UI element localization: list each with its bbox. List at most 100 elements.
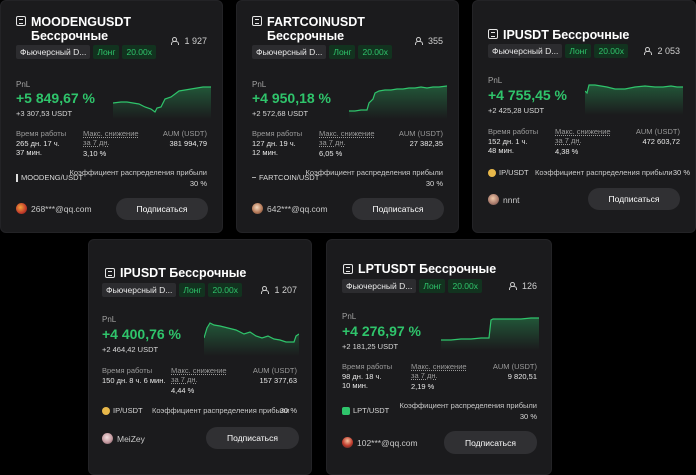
pnl-usdt: +2 181,25 USDT (342, 342, 399, 351)
tags: Фьючерсный D... Лонг 20.00x (102, 283, 242, 297)
leverage-tag: 20.00x (208, 283, 242, 297)
strategy-card-ip-2[interactable]: IPUSDT Бессрочные 1 207 Фьючерсный D... … (88, 239, 312, 475)
drawdown-label[interactable]: Макс. снижение за 7 дн. (171, 366, 227, 384)
pnl-sparkline (204, 322, 299, 356)
drawdown-label[interactable]: Макс. снижение за 7 дн. (555, 127, 611, 145)
direction-tag: Лонг (565, 44, 592, 58)
profit-share-value: 30 % (279, 406, 297, 415)
tags: Фьючерсный D... Лонг 20.00x (488, 44, 628, 58)
strategy-icon (105, 268, 115, 278)
trader-info[interactable]: 268***@qq.com (16, 203, 92, 214)
pnl-usdt: +2 425,28 USDT (488, 106, 545, 115)
trader-info[interactable]: nnnt (488, 194, 520, 205)
coin-pair: FARTCOIN/USDT (252, 173, 319, 182)
direction-tag: Лонг (93, 45, 120, 59)
work-time-value: 127 дн. 19 ч. 12 мин. (252, 139, 296, 157)
coin-pair: LPT/USDT (342, 406, 389, 415)
people-icon (261, 286, 271, 294)
pnl-percent: +4 400,76 % (102, 326, 182, 342)
fartcoin-coin-icon (252, 177, 256, 178)
people-icon (508, 282, 519, 290)
direction-tag: Лонг (419, 279, 446, 293)
work-time-value: 152 дн. 1 ч. 48 мин. (488, 137, 528, 155)
strategy-card-lpt[interactable]: LPTUSDT Бессрочные 126 Фьючерсный D... Л… (326, 239, 552, 475)
profit-share-value: 30 % (672, 168, 690, 177)
trader-info[interactable]: 642***@qq.com (252, 203, 328, 214)
pnl-label: PnL (488, 76, 503, 85)
drawdown-value: 4,44 % (171, 386, 195, 395)
subscribe-button[interactable]: Подписаться (352, 198, 444, 220)
strategy-icon (343, 264, 353, 274)
subscribe-button[interactable]: Подписаться (206, 427, 299, 449)
people-icon (644, 47, 654, 55)
pnl-percent: +4 950,18 % (252, 90, 332, 106)
strategy-icon (16, 16, 26, 26)
work-time-value: 150 дн. 8 ч. 6 мин. (102, 376, 166, 385)
drawdown-label[interactable]: Макс. снижение за 7 дн. (411, 362, 467, 380)
avatar (102, 433, 113, 444)
drawdown-label[interactable]: Макс. снижение за 7 дн. (319, 129, 375, 147)
profit-share-label: Коэффициент распределения прибыли (399, 401, 537, 410)
strategy-card-ip[interactable]: IPUSDT Бессрочные 2 053 Фьючерсный D... … (472, 0, 696, 233)
tags: Фьючерсный D... Лонг 20.00x (342, 279, 482, 293)
followers-count: 355 (414, 36, 443, 46)
drawdown-value: 4,38 % (555, 147, 579, 156)
coin-pair: IP/USDT (102, 406, 143, 415)
subscribe-button[interactable]: Подписаться (444, 431, 537, 454)
subscribe-button[interactable]: Подписаться (116, 198, 208, 220)
trader-info[interactable]: MeiZey (102, 433, 145, 444)
type-tag: Фьючерсный D... (16, 45, 91, 59)
aum-label: AUM (USDT) (635, 127, 680, 136)
leverage-tag: 20.00x (122, 45, 156, 59)
people-icon (414, 37, 425, 45)
profit-share-label: Коэффициент распределения прибыли (152, 406, 290, 415)
tags: Фьючерсный D... Лонг 20.00x (252, 45, 392, 59)
pnl-sparkline (585, 84, 683, 115)
direction-tag: Лонг (179, 283, 206, 297)
direction-tag: Лонг (329, 45, 356, 59)
type-tag: Фьючерсный D... (252, 45, 327, 59)
drawdown-label[interactable]: Макс. снижение за 7 дн. (83, 129, 139, 147)
trader-info[interactable]: 102***@qq.com (342, 437, 418, 448)
aum-label: AUM (USDT) (398, 129, 443, 138)
avatar (252, 203, 263, 214)
work-time-label: Время работы (342, 362, 393, 371)
avatar (16, 203, 27, 214)
pnl-percent: +4 755,45 % (488, 87, 568, 103)
work-time-label: Время работы (16, 129, 67, 138)
strategy-card-moodeng[interactable]: MOODENGUSDT Бессрочные 1 927 Фьючерсный … (0, 0, 223, 233)
strategy-card-fartcoin[interactable]: FARTCOINUSDT Бессрочные 355 Фьючерсный D… (236, 0, 459, 233)
type-tag: Фьючерсный D... (342, 279, 417, 293)
coin-pair: IP/USDT (488, 168, 529, 177)
ip-coin-icon (488, 168, 496, 177)
aum-label: AUM (USDT) (252, 366, 297, 375)
followers-count: 2 053 (644, 46, 680, 56)
followers-count: 126 (508, 281, 537, 291)
subscribe-button[interactable]: Подписаться (588, 188, 680, 210)
pnl-percent: +4 276,97 % (342, 323, 422, 339)
card-title: IPUSDT Бессрочные (120, 266, 247, 280)
aum-value: 157 377,63 (259, 376, 297, 385)
ip-coin-icon (102, 406, 110, 415)
card-title: FARTCOINUSDT Бессрочные (267, 15, 365, 43)
work-time-value: 98 дн. 18 ч. 10 мин. (342, 372, 382, 390)
pnl-label: PnL (252, 80, 267, 89)
avatar (488, 194, 499, 205)
strategy-icon (488, 29, 498, 39)
pnl-sparkline (113, 86, 211, 119)
profit-share-label: Коэффициент распределения прибыли (535, 168, 673, 177)
moodeng-coin-icon (16, 173, 18, 182)
profit-share-label: Коэффициент распределения прибыли (305, 168, 443, 177)
pnl-percent: +5 849,67 % (16, 90, 96, 106)
tags: Фьючерсный D... Лонг 20.00x (16, 45, 156, 59)
leverage-tag: 20.00x (358, 45, 392, 59)
aum-label: AUM (USDT) (162, 129, 207, 138)
work-time-label: Время работы (102, 366, 153, 375)
drawdown-value: 3,10 % (83, 149, 107, 158)
type-tag: Фьючерсный D... (102, 283, 177, 297)
aum-label: AUM (USDT) (492, 362, 537, 371)
profit-share-label: Коэффициент распределения прибыли (69, 168, 207, 177)
pnl-usdt: +2 572,68 USDT (252, 109, 309, 118)
card-title: LPTUSDT Бессрочные (358, 262, 497, 276)
leverage-tag: 20.00x (448, 279, 482, 293)
